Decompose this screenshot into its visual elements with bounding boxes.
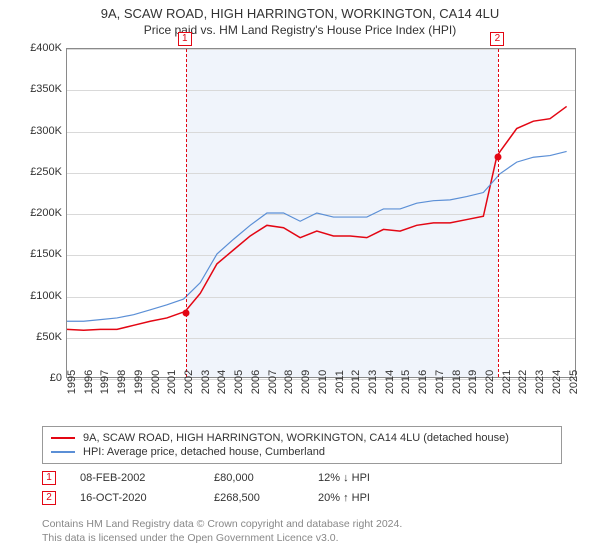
x-axis-label: 2016 bbox=[417, 370, 429, 394]
x-axis-label: 2011 bbox=[334, 370, 346, 394]
chart-marker: 1 bbox=[178, 32, 192, 46]
x-axis-label: 2012 bbox=[350, 370, 362, 394]
y-axis-label: £350K bbox=[16, 83, 62, 95]
x-axis-label: 2021 bbox=[501, 370, 513, 394]
event-marker: 2 bbox=[42, 491, 56, 505]
x-axis-label: 2025 bbox=[568, 370, 580, 394]
y-axis-label: £300K bbox=[16, 125, 62, 137]
x-axis-label: 2010 bbox=[317, 370, 329, 394]
x-axis-label: 2018 bbox=[451, 370, 463, 394]
event-delta: 12% ↓ HPI bbox=[318, 472, 418, 484]
event-row: 1 08-FEB-2002 £80,000 12% ↓ HPI bbox=[42, 468, 562, 488]
x-axis-label: 2015 bbox=[400, 370, 412, 394]
x-axis-label: 2019 bbox=[467, 370, 479, 394]
x-axis-label: 2017 bbox=[434, 370, 446, 394]
x-axis-label: 2023 bbox=[534, 370, 546, 394]
x-axis-label: 1996 bbox=[83, 370, 95, 394]
x-axis-label: 2024 bbox=[551, 370, 563, 394]
event-price: £268,500 bbox=[214, 492, 294, 504]
event-marker: 1 bbox=[42, 471, 56, 485]
y-axis-label: £0 bbox=[16, 372, 62, 384]
y-axis-label: £250K bbox=[16, 166, 62, 178]
x-axis-label: 2009 bbox=[300, 370, 312, 394]
legend-row: HPI: Average price, detached house, Cumb… bbox=[51, 445, 553, 459]
page-title: 9A, SCAW ROAD, HIGH HARRINGTON, WORKINGT… bbox=[0, 6, 600, 21]
event-date: 16-OCT-2020 bbox=[80, 492, 190, 504]
y-axis-label: £150K bbox=[16, 248, 62, 260]
x-axis-label: 2013 bbox=[367, 370, 379, 394]
y-axis-label: £50K bbox=[16, 331, 62, 343]
x-axis-label: 2008 bbox=[283, 370, 295, 394]
x-axis-label: 1995 bbox=[66, 370, 78, 394]
x-axis-label: 1999 bbox=[133, 370, 145, 394]
page-subtitle: Price paid vs. HM Land Registry's House … bbox=[0, 23, 600, 37]
legend-row: 9A, SCAW ROAD, HIGH HARRINGTON, WORKINGT… bbox=[51, 431, 553, 445]
legend-label: HPI: Average price, detached house, Cumb… bbox=[83, 446, 325, 458]
x-axis-label: 2003 bbox=[200, 370, 212, 394]
x-axis-label: 2007 bbox=[267, 370, 279, 394]
x-axis-label: 2000 bbox=[150, 370, 162, 394]
x-axis-label: 2020 bbox=[484, 370, 496, 394]
event-price: £80,000 bbox=[214, 472, 294, 484]
x-axis-label: 2004 bbox=[216, 370, 228, 394]
y-axis-label: £200K bbox=[16, 207, 62, 219]
event-date: 08-FEB-2002 bbox=[80, 472, 190, 484]
attribution-footer: Contains HM Land Registry data © Crown c… bbox=[42, 518, 562, 545]
chart-marker: 2 bbox=[490, 32, 504, 46]
event-delta: 20% ↑ HPI bbox=[318, 492, 418, 504]
x-axis-label: 2002 bbox=[183, 370, 195, 394]
y-axis-label: £100K bbox=[16, 290, 62, 302]
data-point-dot bbox=[495, 154, 502, 161]
x-axis-label: 2005 bbox=[233, 370, 245, 394]
chart-legend: 9A, SCAW ROAD, HIGH HARRINGTON, WORKINGT… bbox=[42, 426, 562, 464]
price-chart: £0 £50K £100K £150K £200K £250K £300K £350K £400… bbox=[10, 44, 590, 414]
legend-swatch bbox=[51, 451, 75, 453]
x-axis-label: 1998 bbox=[116, 370, 128, 394]
footer-line: Contains HM Land Registry data © Crown c… bbox=[42, 518, 562, 532]
series-property bbox=[67, 106, 567, 330]
transaction-events: 1 08-FEB-2002 £80,000 12% ↓ HPI 2 16-OCT… bbox=[42, 468, 562, 508]
legend-swatch bbox=[51, 437, 75, 439]
x-axis-label: 2022 bbox=[517, 370, 529, 394]
event-row: 2 16-OCT-2020 £268,500 20% ↑ HPI bbox=[42, 488, 562, 508]
footer-line: This data is licensed under the Open Gov… bbox=[42, 532, 562, 546]
y-axis-label: £400K bbox=[16, 42, 62, 54]
data-point-dot bbox=[182, 310, 189, 317]
x-axis-label: 2001 bbox=[166, 370, 178, 394]
x-axis-label: 2006 bbox=[250, 370, 262, 394]
x-axis-label: 1997 bbox=[99, 370, 111, 394]
x-axis-label: 2014 bbox=[384, 370, 396, 394]
legend-label: 9A, SCAW ROAD, HIGH HARRINGTON, WORKINGT… bbox=[83, 432, 509, 444]
